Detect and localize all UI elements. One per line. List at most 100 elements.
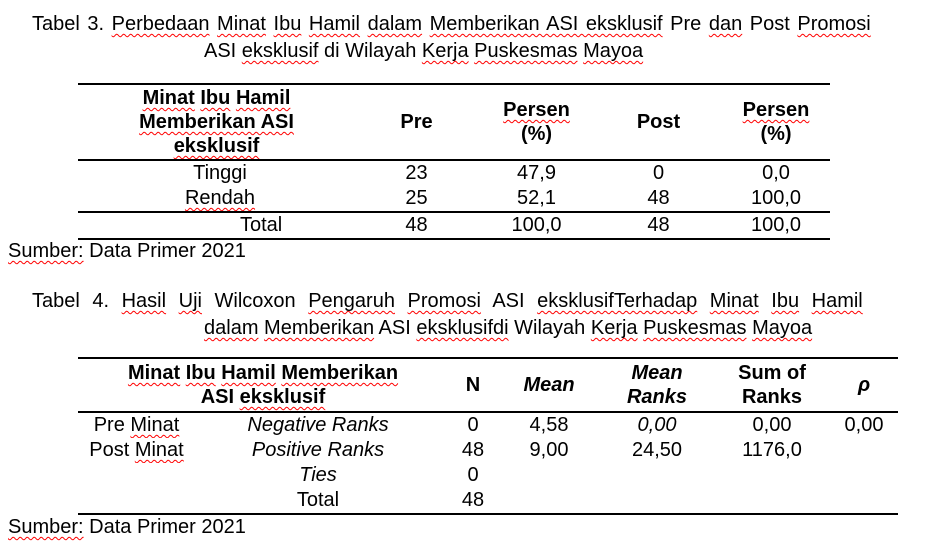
text-run: Tabel 3.	[32, 13, 112, 35]
table3-row-tinggi-persen-pre: 47,9	[517, 162, 556, 184]
misspelled-word: Puskesmas	[643, 317, 747, 339]
table3-source: Sumber: Data Primer 2021	[8, 238, 246, 264]
table4: Minat Ibu Hamil Memberikan ASI eksklusif…	[78, 357, 898, 515]
misspelled-word: Mayoa	[752, 317, 813, 339]
misspelled-word: Puskesmas	[474, 40, 578, 62]
table4-row4-n: 48	[461, 489, 485, 511]
table4-row-positive-ranks: Post Minat Positive Ranks 48 9,00 24,50 …	[78, 438, 898, 463]
table3-caption-line1: Tabel 3. Perbedaan Minat Ibu Hamil dalam…	[32, 11, 871, 37]
text-run: ASI	[480, 290, 538, 312]
table4-caption-line1: Tabel 4. Hasil Uji Wilcoxon Pengaruh Pro…	[32, 288, 863, 314]
misspelled-word: Memberikan	[264, 317, 375, 339]
table3-total-pre: 48	[355, 211, 478, 239]
table4-row1-group: Pre Minat	[78, 412, 188, 438]
table4-row3-group	[78, 463, 188, 488]
table3-header-category-line2: Memberikan ASI	[78, 110, 355, 134]
table3-row-tinggi-persen-post: 0,0	[762, 162, 790, 184]
text-run: Pre	[93, 414, 131, 436]
table4-row3-mean	[498, 463, 600, 488]
table3-header-persen-post-unit: (%)	[760, 123, 792, 145]
misspelled-word: Memberikan ASI	[139, 111, 294, 133]
table3-total-persen-pre: 100,0	[478, 211, 595, 239]
table3-header-post: Post	[595, 84, 722, 161]
table4-row1-rank-label: Negative Ranks	[247, 414, 389, 436]
misspelled-word: Ibu	[771, 290, 800, 312]
table4-row-total: Total 48	[78, 488, 898, 514]
table4-header-rho: ρ	[830, 358, 898, 413]
table4-row4-rho	[830, 488, 898, 514]
table4-row4-sum-of-ranks	[714, 488, 830, 514]
table3-header-category-line1: Minat Ibu Hamil	[78, 86, 355, 110]
text-run	[209, 13, 217, 35]
text-run	[422, 13, 430, 35]
table4-row2-rank-label: Positive Ranks	[251, 439, 385, 461]
text-run: ASI	[204, 40, 242, 62]
misspelled-word: Memberikan	[281, 362, 399, 384]
misspelled-word: Kerja	[421, 40, 469, 62]
table3-header-persen-post-label: Persen	[722, 98, 830, 122]
table3-row-rendah-post: 48	[647, 187, 670, 209]
table4-source: Sumber: Data Primer 2021	[8, 514, 246, 540]
text-run	[395, 290, 408, 312]
misspelled-word: Promosi	[797, 13, 871, 35]
table3-row-rendah-label: Rendah	[78, 186, 355, 212]
misspelled-word: Memberikan ASI eksklusif	[429, 13, 663, 35]
text-run	[266, 13, 274, 35]
misspelled-word: eksklusif	[241, 40, 319, 62]
table4-row3-mean-ranks	[600, 463, 714, 488]
table4-row1-mean-ranks: 0,00	[637, 414, 677, 436]
table4-header-sum-of-ranks-line1: Sum of	[738, 362, 806, 384]
text-run: ASI	[200, 386, 240, 408]
table3-header-persen-pre-label: Persen	[478, 98, 595, 122]
misspelled-word: Pengaruh	[308, 290, 395, 312]
text-run: Post	[742, 13, 798, 35]
misspelled-word: Minat	[217, 13, 266, 35]
text-run: Wilayah	[508, 317, 591, 339]
table4-row1-mean: 4,58	[529, 414, 569, 436]
table4-header-sum-of-ranks: Sum of Ranks	[714, 358, 830, 413]
table4-header-category-line1: Minat Ibu Hamil Memberikan	[78, 361, 448, 385]
table4-row1-n: 0	[467, 414, 479, 436]
table3-header-pre: Pre	[355, 84, 478, 161]
text-run: di Wilayah	[318, 40, 422, 62]
misspelled-word: Minat	[142, 87, 195, 109]
misspelled-word: Kerja	[590, 317, 638, 339]
table4-row3-sum-of-ranks	[714, 463, 830, 488]
misspelled-word: dalam	[204, 317, 259, 339]
table3-header-category: Minat Ibu Hamil Memberikan ASI eksklusif	[78, 84, 355, 161]
table4-caption-line2: dalam Memberikan ASI eksklusifdi Wilayah…	[204, 315, 812, 341]
table3-header-persen-post: Persen (%)	[722, 84, 830, 161]
table3-row-rendah-persen-post: 100,0	[750, 187, 802, 209]
misspelled-word: Ibu	[273, 13, 302, 35]
table3-caption-line2: ASI eksklusif di Wilayah Kerja Puskesmas…	[204, 38, 643, 64]
table3-row-tinggi-label: Tinggi	[78, 160, 355, 186]
misspelled-word: Perbedaan	[111, 13, 210, 35]
misspelled-word: Persen	[503, 99, 570, 121]
misspelled-word: Minat	[127, 362, 181, 384]
table3-total-label: Total	[78, 211, 355, 239]
table4-row2-mean: 9,00	[529, 439, 569, 461]
table4-row1-sum-of-ranks: 0,00	[752, 414, 792, 436]
text-run: Data Primer 2021	[83, 240, 246, 262]
text-run	[799, 290, 812, 312]
text-run: Post	[89, 439, 135, 461]
text-run: Pre	[662, 13, 709, 35]
table3-header-category-line3: eksklusif	[78, 134, 355, 158]
text-run	[697, 290, 710, 312]
table4-row2-sum-of-ranks: 1176,0	[742, 439, 802, 461]
text-run: ASI	[374, 317, 417, 339]
table3-header-persen-pre-unit: (%)	[520, 123, 553, 145]
misspelled-word: dalam	[367, 13, 423, 35]
misspelled-word: Ibu	[185, 362, 216, 384]
table3-total-post: 48	[595, 211, 722, 239]
text-run	[360, 13, 368, 35]
misspelled-word: Minat	[709, 290, 759, 312]
table4-header-category-line2: ASI eksklusif	[78, 385, 448, 409]
table4-row2-rho	[830, 438, 898, 463]
table4-row2-n: 48	[461, 439, 485, 461]
table4-row4-mean	[498, 488, 600, 514]
text-run: Tinggi	[193, 162, 247, 184]
misspelled-word: Promosi	[407, 290, 481, 312]
misspelled-word: Minat	[130, 414, 180, 436]
